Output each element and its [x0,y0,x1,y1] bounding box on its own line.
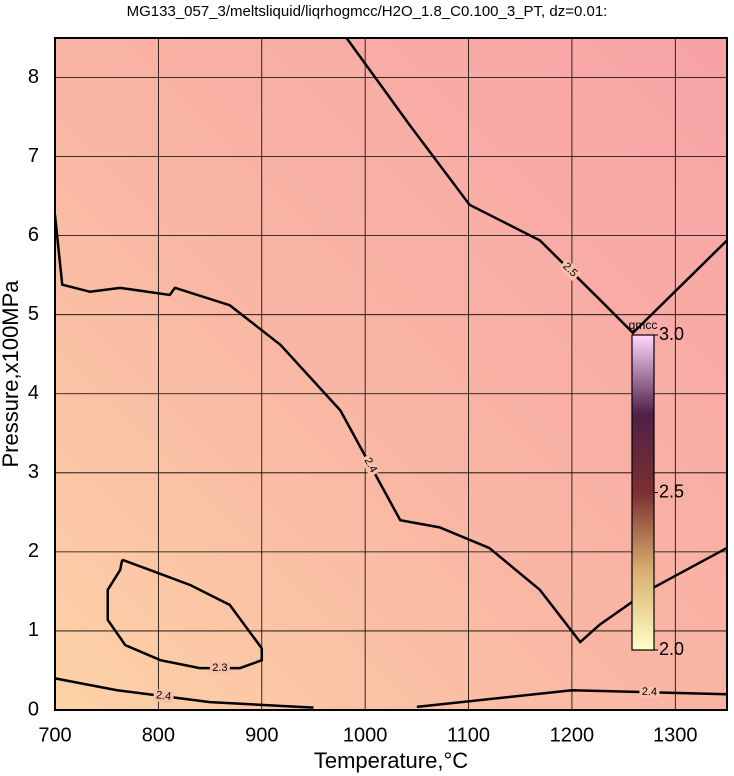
contour-label: 2.4 [642,686,658,698]
x-tick-label: 700 [38,724,71,746]
colorbar-tick-label: 2.5 [659,481,684,501]
colorbar-tick-label: 2.0 [659,639,684,659]
y-tick-label: 3 [28,461,39,483]
contour-label-bg [639,685,660,699]
y-tick-label: 6 [28,224,39,246]
contour-label: 2.4 [155,689,172,703]
x-tick-label: 1300 [653,724,698,746]
contour-label: 2.3 [212,662,227,674]
y-tick-label: 8 [28,66,39,88]
x-tick-label: 800 [142,724,175,746]
x-tick-label: 1000 [343,724,388,746]
y-axis-label: Pressure,x100MPa [0,280,23,468]
x-tick-label: 1200 [550,724,595,746]
y-tick-label: 4 [28,382,39,404]
colorbar-tick-label: 3.0 [659,324,684,344]
y-tick-label: 0 [28,698,39,720]
plot-background [55,38,727,710]
x-tick-label: 900 [245,724,278,746]
y-tick-label: 5 [28,303,39,325]
plot-frame [54,37,728,711]
contour-line [345,37,728,335]
contour-label-bg [360,453,381,477]
chart-title: MG133_057_3/meltsliquid/liqrhogmcc/H2O_1… [127,3,608,20]
contour-line [416,688,728,709]
y-tick-label: 1 [28,619,39,641]
contour-label-bg [558,258,582,282]
y-tick-label: 7 [28,145,39,167]
colorbar-label: gmcc [629,318,658,332]
y-tick-label: 2 [28,540,39,562]
contour-label-bg [152,688,175,704]
colorbar [631,334,655,651]
contour-line [53,214,728,644]
contour-label-bg [209,662,230,675]
x-tick-label: 1100 [447,724,490,746]
x-axis-label: Temperature,°C [314,748,468,773]
